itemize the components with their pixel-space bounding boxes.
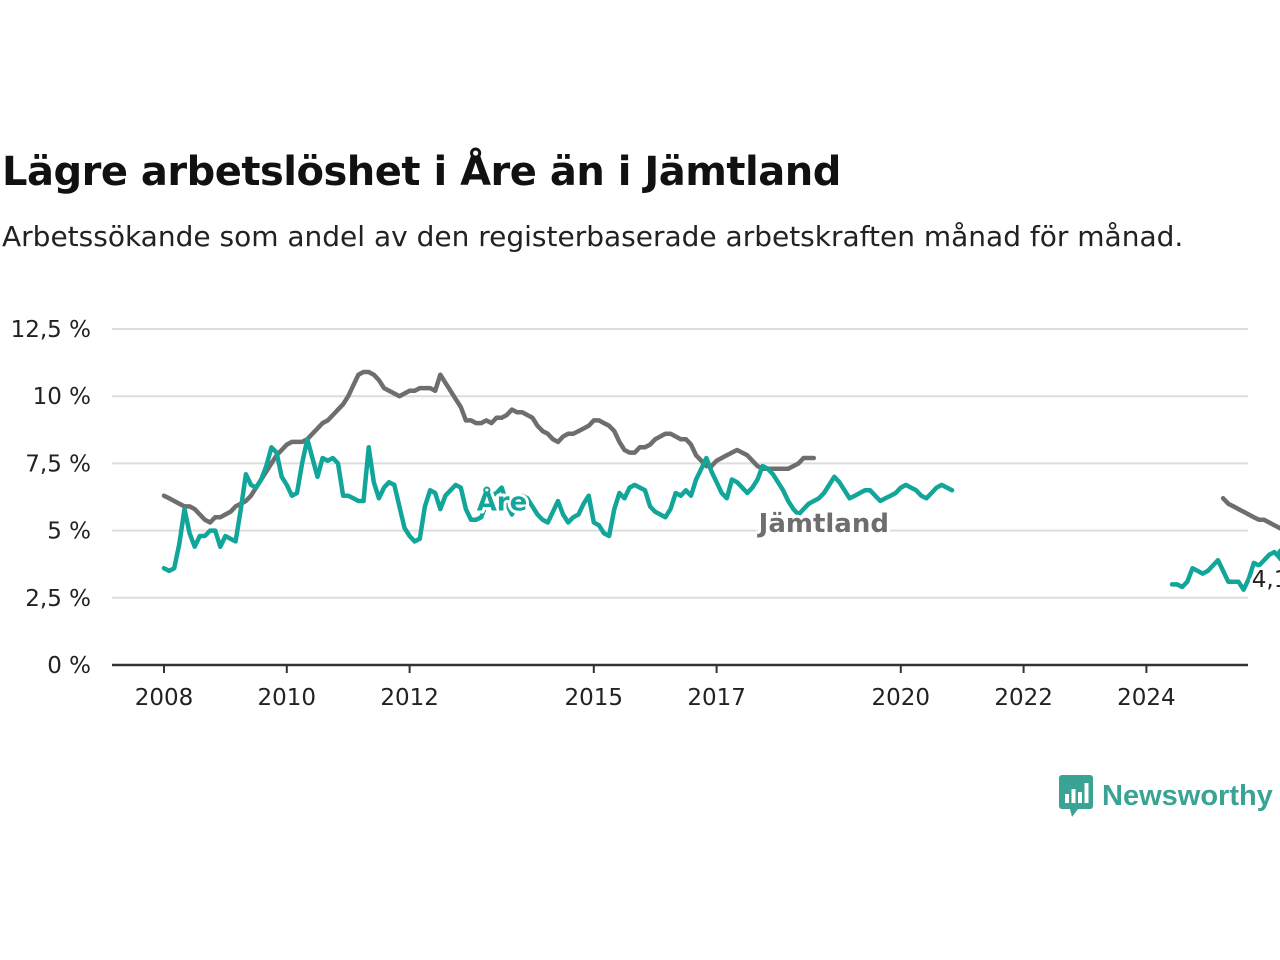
newsworthy-logo-text: Newsworthy (1102, 779, 1273, 812)
gridlines (112, 328, 1248, 599)
x-tick-label: 2024 (1117, 685, 1176, 711)
y-tick-label: 10 % (33, 384, 91, 410)
y-tick-label: 12,5 % (11, 317, 91, 343)
newsworthy-logo[interactable]: Newsworthy (1058, 774, 1273, 818)
end-value-label-are: 4,1 % (1252, 567, 1280, 593)
chart-title: Lägre arbetslöshet i Åre än i Jämtland (2, 149, 841, 195)
x-tick-label: 2015 (565, 685, 624, 711)
x-tick-label: 2017 (687, 685, 746, 711)
x-tick-label: 2012 (380, 685, 439, 711)
series-label-are: Åre (477, 485, 528, 517)
y-tick-label: 2,5 % (25, 586, 91, 612)
series-lines (161, 369, 1280, 592)
series-label-jamtland: Jämtland (757, 509, 889, 539)
x-tick-label: 2010 (258, 685, 317, 711)
x-tick-label: 2008 (135, 685, 194, 711)
newsworthy-logo-icon (1059, 775, 1093, 817)
y-tick-label: 5 % (47, 519, 91, 545)
y-tick-label: 7,5 % (25, 451, 91, 477)
series-label-are-halo: Åre (477, 485, 528, 517)
y-tick-label: 0 % (47, 653, 91, 679)
end-marker-are (1276, 548, 1280, 562)
end-value-label-are-halo: 4,1 % (1252, 567, 1280, 593)
series-line-are (161, 436, 1280, 592)
series-line-jamtland (161, 369, 1280, 531)
x-tick-label: 2020 (872, 685, 931, 711)
line-chart: 0 %2,5 %5 %7,5 %10 %12,5 % 2008 2010 2012 2… (11, 317, 1280, 711)
series-label-jamtland-halo: Jämtland (757, 509, 889, 539)
y-axis-tick-labels: 0 % 2,5 % 5 % 7,5 % 10 % 12,5 % (11, 317, 91, 679)
x-axis: 2008 2010 2012 2015 2017 2020 2022 2024 (112, 663, 1248, 711)
chart-subtitle: Arbetssökande som andel av den registerb… (2, 220, 1184, 253)
x-tick-label: 2022 (994, 685, 1053, 711)
